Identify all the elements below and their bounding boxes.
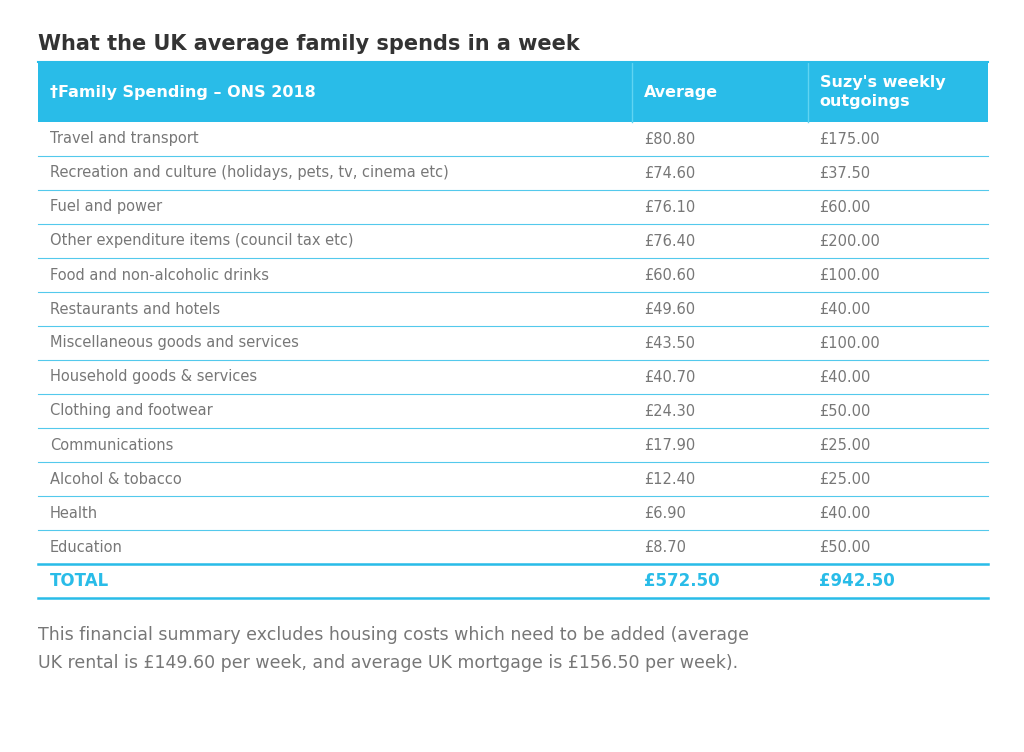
Text: £6.90: £6.90 bbox=[644, 505, 686, 520]
Text: Communications: Communications bbox=[50, 438, 173, 453]
Text: Travel and transport: Travel and transport bbox=[50, 132, 199, 147]
Text: £50.00: £50.00 bbox=[819, 404, 870, 419]
Text: £40.00: £40.00 bbox=[819, 369, 870, 384]
Text: £12.40: £12.40 bbox=[644, 472, 695, 487]
Text: £8.70: £8.70 bbox=[644, 539, 686, 554]
Text: Other expenditure items (council tax etc): Other expenditure items (council tax etc… bbox=[50, 234, 353, 248]
Text: £175.00: £175.00 bbox=[819, 132, 880, 147]
Text: Food and non-alcoholic drinks: Food and non-alcoholic drinks bbox=[50, 268, 269, 283]
Text: £25.00: £25.00 bbox=[819, 438, 870, 453]
Text: £60.60: £60.60 bbox=[644, 268, 695, 283]
Text: Alcohol & tobacco: Alcohol & tobacco bbox=[50, 472, 181, 487]
Text: £40.00: £40.00 bbox=[819, 505, 870, 520]
Text: £200.00: £200.00 bbox=[819, 234, 881, 248]
Text: Miscellaneous goods and services: Miscellaneous goods and services bbox=[50, 335, 299, 350]
Text: †Family Spending – ONS 2018: †Family Spending – ONS 2018 bbox=[50, 84, 315, 99]
Text: £43.50: £43.50 bbox=[644, 335, 694, 350]
Text: £74.60: £74.60 bbox=[644, 165, 695, 180]
Text: £60.00: £60.00 bbox=[819, 199, 870, 214]
Text: £25.00: £25.00 bbox=[819, 472, 870, 487]
Text: This financial summary excludes housing costs which need to be added (average: This financial summary excludes housing … bbox=[38, 626, 749, 644]
Text: UK rental is £149.60 per week, and average UK mortgage is £156.50 per week).: UK rental is £149.60 per week, and avera… bbox=[38, 654, 738, 672]
Text: £80.80: £80.80 bbox=[644, 132, 695, 147]
Text: £49.60: £49.60 bbox=[644, 302, 695, 317]
Text: Health: Health bbox=[50, 505, 98, 520]
Text: £942.50: £942.50 bbox=[819, 572, 895, 590]
Text: £572.50: £572.50 bbox=[644, 572, 720, 590]
Text: Education: Education bbox=[50, 539, 123, 554]
Text: £76.10: £76.10 bbox=[644, 199, 695, 214]
Text: Recreation and culture (holidays, pets, tv, cinema etc): Recreation and culture (holidays, pets, … bbox=[50, 165, 449, 180]
Text: Average: Average bbox=[644, 84, 718, 99]
Text: £76.40: £76.40 bbox=[644, 234, 695, 248]
Text: £40.00: £40.00 bbox=[819, 302, 870, 317]
Text: £24.30: £24.30 bbox=[644, 404, 695, 419]
Text: Clothing and footwear: Clothing and footwear bbox=[50, 404, 213, 419]
Text: Restaurants and hotels: Restaurants and hotels bbox=[50, 302, 220, 317]
Text: Household goods & services: Household goods & services bbox=[50, 369, 257, 384]
Text: Suzy's weekly
outgoings: Suzy's weekly outgoings bbox=[819, 75, 945, 109]
Text: £100.00: £100.00 bbox=[819, 268, 881, 283]
Text: What the UK average family spends in a week: What the UK average family spends in a w… bbox=[38, 34, 580, 54]
Text: £50.00: £50.00 bbox=[819, 539, 870, 554]
Text: £17.90: £17.90 bbox=[644, 438, 695, 453]
Text: Fuel and power: Fuel and power bbox=[50, 199, 162, 214]
Bar bbox=[38, 62, 988, 122]
Text: £100.00: £100.00 bbox=[819, 335, 881, 350]
Text: £40.70: £40.70 bbox=[644, 369, 695, 384]
Text: £37.50: £37.50 bbox=[819, 165, 870, 180]
Text: TOTAL: TOTAL bbox=[50, 572, 110, 590]
